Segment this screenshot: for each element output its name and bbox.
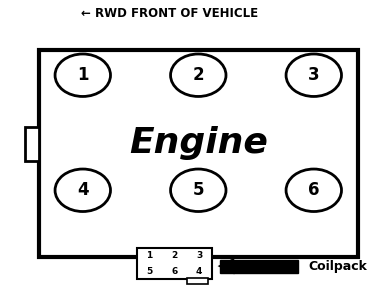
Text: 3: 3: [308, 66, 320, 84]
Text: 4: 4: [77, 181, 89, 199]
Text: 3: 3: [196, 251, 203, 260]
Ellipse shape: [55, 169, 110, 212]
Text: ← RWD FRONT OF VEHICLE: ← RWD FRONT OF VEHICLE: [81, 7, 258, 20]
Bar: [25, 127, 38, 161]
Text: 1: 1: [77, 66, 89, 84]
Text: 6: 6: [171, 266, 177, 276]
Text: 5: 5: [146, 266, 152, 276]
Text: Coilpack: Coilpack: [308, 260, 367, 273]
Text: 5: 5: [192, 181, 204, 199]
Bar: [220, 260, 298, 273]
Text: 6: 6: [308, 181, 320, 199]
Text: 2: 2: [192, 66, 204, 84]
Text: Engine: Engine: [129, 126, 268, 160]
Bar: [187, 278, 208, 284]
Text: 4: 4: [196, 266, 203, 276]
Bar: [137, 248, 212, 279]
Bar: [38, 50, 358, 257]
Ellipse shape: [171, 169, 226, 212]
Ellipse shape: [55, 54, 110, 96]
Ellipse shape: [286, 169, 341, 212]
Text: 1: 1: [146, 251, 152, 260]
Text: 2: 2: [171, 251, 177, 260]
Ellipse shape: [286, 54, 341, 96]
Ellipse shape: [171, 54, 226, 96]
